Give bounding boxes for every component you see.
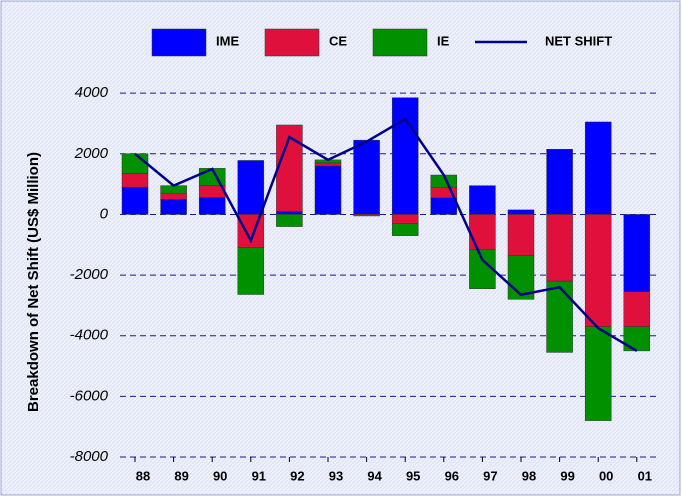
bar bbox=[430, 197, 458, 215]
x-tick-label: 96 bbox=[445, 468, 459, 483]
x-tick-label: 00 bbox=[599, 468, 613, 483]
legend-label: CE bbox=[329, 33, 347, 48]
bar bbox=[546, 280, 573, 353]
y-tick-label: 0 bbox=[100, 205, 109, 222]
bar bbox=[353, 139, 380, 215]
x-tick-label: 98 bbox=[522, 468, 536, 483]
y-tick-label: -4000 bbox=[70, 327, 109, 344]
x-tick-label: 95 bbox=[406, 468, 420, 483]
bar bbox=[623, 214, 651, 293]
bar bbox=[198, 197, 226, 215]
x-tick-label: 01 bbox=[638, 468, 652, 483]
bar bbox=[584, 214, 612, 327]
x-tick-label: 93 bbox=[329, 468, 343, 483]
bar bbox=[469, 185, 496, 215]
bar bbox=[121, 173, 149, 188]
legend-swatch bbox=[151, 28, 207, 57]
bar bbox=[237, 247, 265, 295]
x-tick-label: 92 bbox=[290, 468, 304, 483]
bar bbox=[584, 326, 612, 421]
bar bbox=[314, 162, 342, 167]
x-tick-label: 89 bbox=[174, 468, 188, 483]
bar bbox=[391, 214, 419, 224]
y-axis-label: Breakdown of Net Shift (US$ Million) bbox=[25, 152, 42, 412]
bar bbox=[276, 214, 303, 227]
bar bbox=[391, 97, 419, 215]
x-tick-label: 91 bbox=[252, 468, 266, 483]
bar bbox=[584, 121, 612, 215]
bar bbox=[121, 153, 149, 174]
bar bbox=[546, 214, 573, 282]
legend-label: IME bbox=[216, 33, 239, 48]
bar bbox=[507, 255, 535, 300]
bar bbox=[121, 186, 149, 215]
bar bbox=[353, 214, 380, 217]
bar bbox=[507, 214, 535, 256]
y-tick-label: -8000 bbox=[70, 448, 109, 465]
x-tick-label: 90 bbox=[213, 468, 227, 483]
y-tick-label: -6000 bbox=[70, 387, 109, 404]
bar bbox=[314, 165, 342, 215]
bar bbox=[391, 223, 419, 236]
y-tick-label: 2000 bbox=[74, 145, 109, 162]
net-shift-line bbox=[134, 117, 638, 352]
x-tick-label: 88 bbox=[136, 468, 150, 483]
bar bbox=[469, 214, 496, 250]
y-tick-label: 4000 bbox=[75, 84, 109, 101]
x-tick-label: 94 bbox=[367, 468, 382, 483]
legend-swatch bbox=[264, 28, 320, 57]
legend-swatch bbox=[372, 28, 428, 57]
bar bbox=[276, 211, 303, 215]
y-tick-label: -2000 bbox=[70, 266, 109, 283]
bar bbox=[160, 199, 187, 215]
bar bbox=[623, 291, 651, 327]
bar bbox=[507, 209, 535, 215]
legend-label: NET SHIFT bbox=[545, 33, 612, 48]
bar bbox=[623, 326, 651, 352]
bar bbox=[237, 160, 265, 215]
x-tick-label: 99 bbox=[560, 468, 574, 483]
bar bbox=[546, 149, 573, 215]
bar bbox=[160, 192, 187, 200]
x-tick-label: 97 bbox=[483, 468, 497, 483]
legend-label: IE bbox=[437, 33, 450, 48]
